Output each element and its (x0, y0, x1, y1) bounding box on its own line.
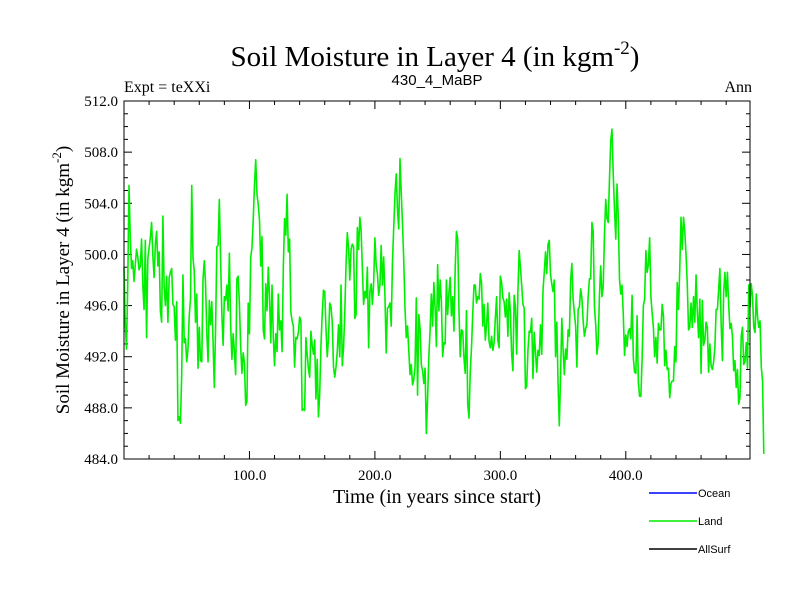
legend-label-allsurf: AllSurf (698, 544, 731, 556)
x-tick-label: 300.0 (483, 468, 517, 484)
series-line-land (123, 128, 765, 454)
y-axis-title: Soil Moisture in Layer 4 (in kgm-2) (49, 146, 74, 414)
experiment-label: Expt = teXXi (124, 79, 211, 96)
y-tick-label: 500.0 (84, 247, 118, 263)
plot-frame (123, 100, 751, 460)
chart-title: Soil Moisture in Layer 4 (in kgm-2) (231, 38, 640, 73)
x-tick-label: 200.0 (358, 468, 392, 484)
x-tick-label: 400.0 (609, 468, 643, 484)
legend: Ocean Land AllSurf (649, 488, 731, 556)
x-axis-title: Time (in years since start) (333, 486, 541, 508)
data-layer (123, 128, 765, 454)
season-label: Ann (724, 79, 752, 96)
period-label: 430_4_MaBP (392, 72, 483, 89)
y-tick-label: 492.0 (84, 350, 118, 366)
y-tick-label: 508.0 (84, 145, 118, 161)
y-tick-label: 488.0 (84, 401, 118, 417)
legend-label-land: Land (698, 516, 722, 528)
y-tick-label: 496.0 (84, 299, 118, 315)
x-tick-label: 100.0 (233, 468, 267, 484)
y-tick-label: 504.0 (84, 196, 118, 212)
y-tick-label: 484.0 (84, 452, 118, 468)
y-tick-label: 512.0 (84, 94, 118, 110)
legend-label-ocean: Ocean (698, 488, 730, 500)
